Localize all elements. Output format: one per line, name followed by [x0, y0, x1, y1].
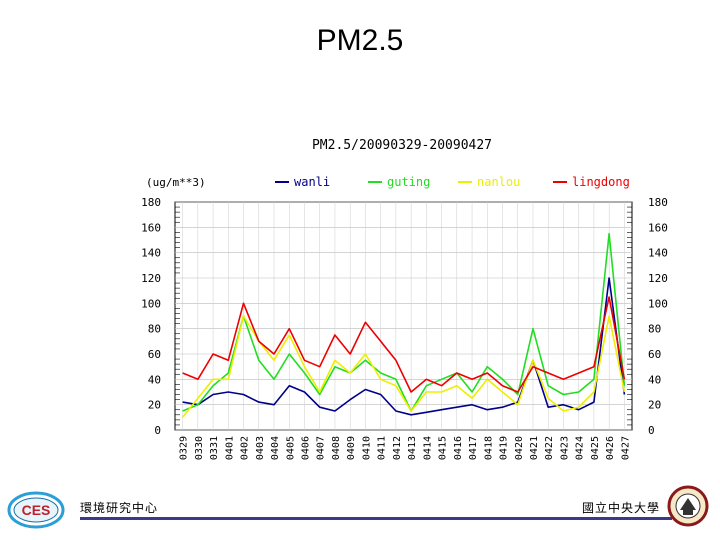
y-tick-label-left: 100	[141, 297, 161, 310]
ces-logo-text: CES	[22, 502, 51, 518]
legend-label-nanlou: nanlou	[477, 175, 520, 189]
series-line-wanli	[182, 277, 626, 416]
y-axis-label: (ug/m**3)	[146, 176, 206, 189]
x-tick-label: 0404	[270, 436, 281, 460]
x-tick-label: 0405	[285, 436, 296, 460]
x-tick-label: 0401	[224, 436, 235, 460]
y-tick-label-right: 160	[648, 221, 668, 234]
y-tick-label-right: 80	[648, 323, 661, 336]
x-tick-label: 0415	[438, 436, 449, 460]
x-tick-label: 0424	[575, 436, 586, 460]
x-tick-label: 0421	[529, 436, 540, 460]
legend-label-wanli: wanli	[294, 175, 330, 189]
x-tick-label: 0413	[407, 436, 418, 460]
series-line-lingdong	[182, 296, 626, 393]
x-tick-label: 0406	[300, 436, 311, 460]
y-tick-label-right: 20	[648, 399, 661, 412]
series-line-guting	[182, 232, 626, 412]
y-tick-label-left: 140	[141, 247, 161, 260]
x-tick-label: 0423	[559, 436, 570, 460]
footer-right-text: 國立中央大學	[582, 501, 661, 515]
x-tick-label: 0408	[331, 436, 342, 460]
y-tick-label-left: 20	[148, 399, 161, 412]
y-tick-label-right: 120	[648, 272, 668, 285]
pm25-chart: PM2.5/20090329-20090427 (ug/m**3) wanli g…	[140, 130, 680, 475]
x-tick-label: 0426	[605, 436, 616, 460]
y-tick-label-right: 100	[648, 297, 668, 310]
y-tick-label-left: 160	[141, 221, 161, 234]
x-tick-label: 0412	[392, 436, 403, 460]
x-tick-label: 0330	[194, 436, 205, 460]
y-tick-label-left: 60	[148, 348, 161, 361]
y-tick-label-right: 140	[648, 247, 668, 260]
ncu-logo	[666, 484, 710, 528]
x-tick-label: 0425	[590, 436, 601, 460]
y-tick-label-left: 120	[141, 272, 161, 285]
legend-label-lingdong: lingdong	[572, 175, 630, 189]
x-tick-label: 0414	[422, 436, 433, 460]
y-tick-label-left: 80	[148, 323, 161, 336]
y-tick-label-right: 40	[648, 373, 661, 386]
x-tick-label: 0409	[346, 436, 357, 460]
x-tick-label: 0419	[499, 436, 510, 460]
legend-label-guting: guting	[387, 175, 430, 189]
slide-title: PM2.5	[316, 24, 404, 57]
x-tick-label: 0331	[209, 436, 220, 460]
y-tick-label-left: 0	[154, 424, 161, 437]
x-tick-label: 0417	[468, 436, 479, 460]
x-tick-label: 0411	[377, 436, 388, 460]
x-tick-label: 0416	[453, 436, 464, 460]
y-tick-label-left: 180	[141, 196, 161, 209]
x-tick-label: 0402	[240, 436, 251, 460]
x-tick-label: 0329	[179, 436, 190, 460]
y-tick-label-right: 60	[648, 348, 661, 361]
x-tick-label: 0427	[620, 436, 631, 460]
y-tick-label-left: 40	[148, 373, 161, 386]
ces-logo: CES	[6, 488, 76, 532]
y-tick-label-right: 180	[648, 196, 668, 209]
x-tick-label: 0418	[483, 436, 494, 460]
x-tick-label: 0403	[255, 436, 266, 460]
y-tick-label-right: 0	[648, 424, 655, 437]
x-tick-label: 0410	[361, 436, 372, 460]
plot-area: 0 0 20 20 40 40 60 60 80 80 100 100 120 120 140 140 160 1…	[141, 196, 668, 460]
chart-svg: PM2.5/20090329-20090427 (ug/m**3) wanli g…	[141, 138, 668, 460]
footer-divider	[80, 517, 672, 520]
x-tick-label: 0422	[544, 436, 555, 460]
footer-left-text: 環境研究中心	[80, 501, 159, 515]
x-tick-label: 0407	[316, 436, 327, 460]
legend: wanli guting nanlou lingdong	[275, 175, 630, 189]
chart-title: PM2.5/20090329-20090427	[312, 138, 492, 153]
x-tick-label: 0420	[514, 436, 525, 460]
